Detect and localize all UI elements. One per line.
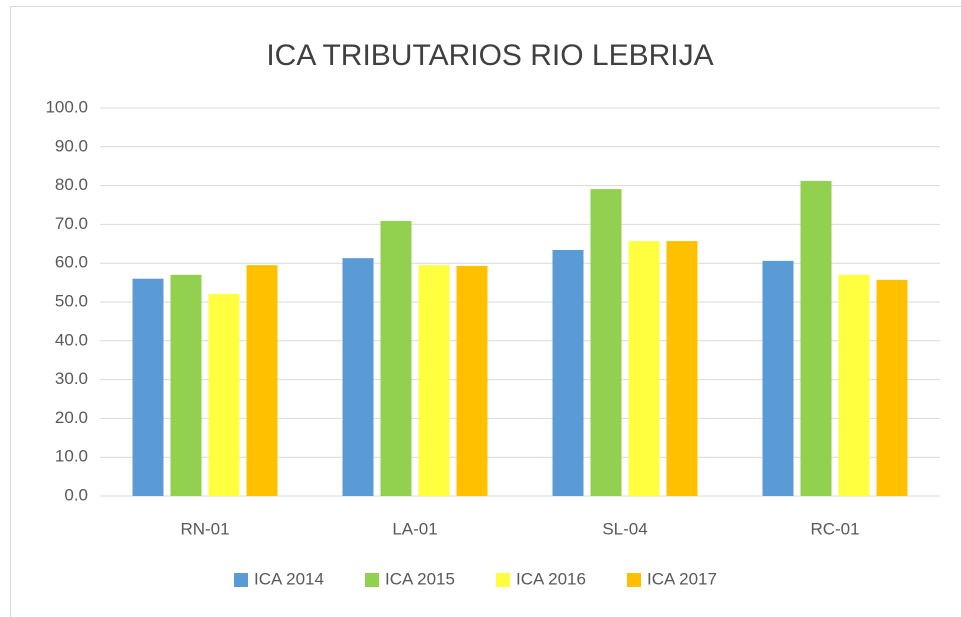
bar (170, 274, 202, 496)
y-tick-label: 60.0 (55, 253, 88, 272)
bar (246, 265, 278, 496)
legend-swatch (496, 573, 510, 587)
bar (380, 220, 412, 496)
x-tick-label: RC-01 (810, 519, 859, 538)
legend-swatch (627, 573, 641, 587)
bar (132, 278, 164, 496)
bar (800, 180, 832, 496)
y-tick-label: 20.0 (55, 408, 88, 427)
bar (342, 258, 374, 496)
legend-swatch (365, 573, 379, 587)
chart-title: ICA TRIBUTARIOS RIO LEBRIJA (266, 39, 713, 72)
y-tick-label: 100.0 (45, 97, 88, 116)
legend-label: ICA 2017 (647, 569, 717, 588)
bar (418, 265, 450, 496)
legend-swatch (234, 573, 248, 587)
bar (876, 279, 908, 496)
y-tick-label: 50.0 (55, 291, 88, 310)
bar (628, 241, 660, 496)
x-tick-label: LA-01 (392, 519, 437, 538)
bar (590, 189, 622, 497)
x-tick-label: RN-01 (180, 519, 229, 538)
legend-label: ICA 2014 (254, 569, 324, 588)
y-tick-label: 70.0 (55, 214, 88, 233)
bar (762, 260, 794, 496)
y-tick-label: 40.0 (55, 330, 88, 349)
y-tick-label: 30.0 (55, 369, 88, 388)
legend-label: ICA 2015 (385, 569, 455, 588)
bar (666, 241, 698, 496)
bar (838, 274, 870, 496)
bar (456, 265, 488, 496)
x-tick-label: SL-04 (602, 519, 647, 538)
y-tick-label: 80.0 (55, 175, 88, 194)
y-tick-label: 10.0 (55, 447, 88, 466)
legend-label: ICA 2016 (516, 569, 586, 588)
y-tick-label: 0.0 (64, 485, 88, 504)
bar (552, 250, 584, 496)
y-tick-label: 90.0 (55, 136, 88, 155)
bar (208, 293, 240, 496)
